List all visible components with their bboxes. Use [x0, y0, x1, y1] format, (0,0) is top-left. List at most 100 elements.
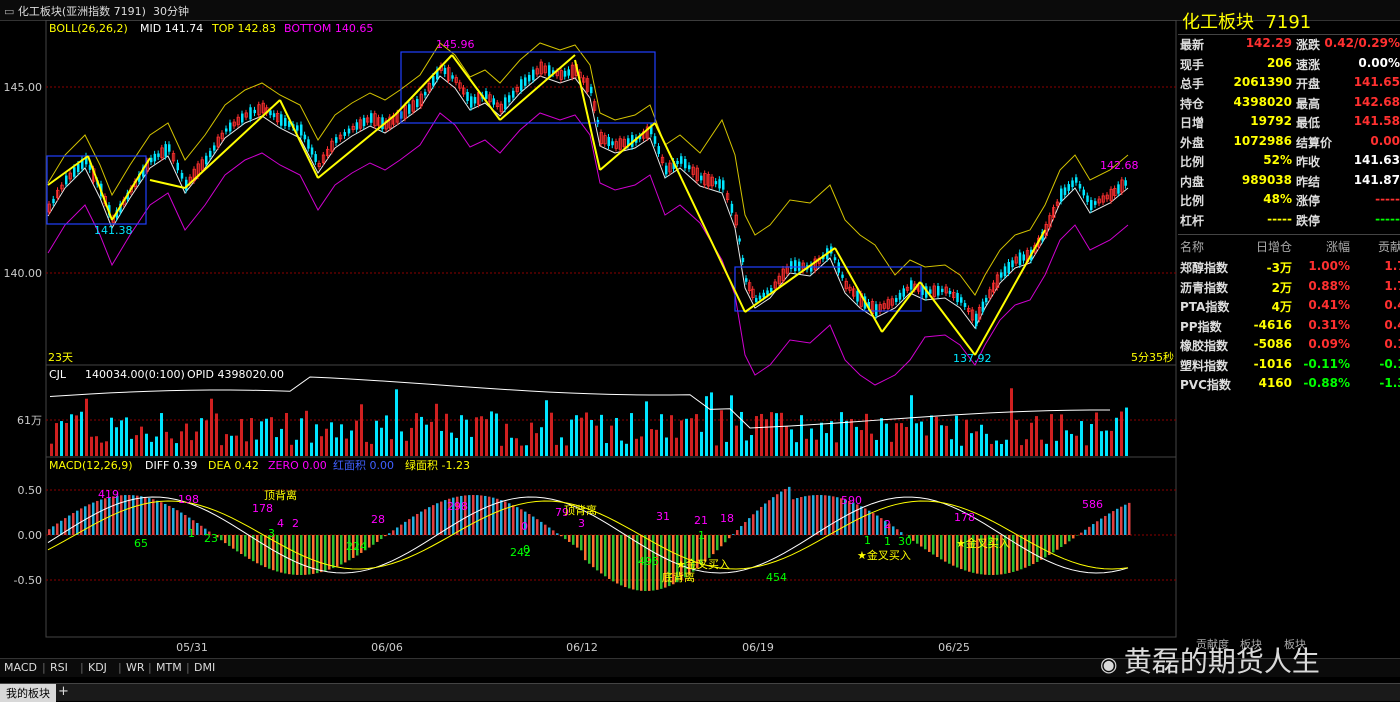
sector-contrib: 1.79: [1384, 259, 1400, 273]
macd-bar: [832, 496, 835, 535]
macd-value-label: 1: [864, 534, 871, 547]
volume-bar: [735, 426, 738, 456]
sector-row[interactable]: 郑醇指数-3万1.00%1.79: [1178, 259, 1400, 278]
volume-bar: [1070, 434, 1073, 456]
candle-body: [177, 163, 180, 171]
macd-indicator-label: MACD(12,26,9): [49, 459, 133, 472]
macd-bar: [260, 535, 263, 565]
macd-bar: [724, 535, 727, 542]
sheet-tab-my-sector[interactable]: 我的板块: [0, 684, 56, 702]
candle-body: [798, 262, 801, 271]
candle-body: [1086, 196, 1089, 202]
volume-bar: [245, 441, 248, 456]
volume-bar: [790, 429, 793, 456]
volume-bar: [540, 427, 543, 456]
boll-top: [48, 43, 1128, 295]
volume-bar: [655, 430, 658, 456]
macd-bar: [596, 535, 599, 570]
y-tick-macd: 0.50: [18, 484, 43, 497]
candle-body: [941, 289, 944, 292]
sector-contrib: 0.40: [1384, 318, 1400, 332]
candle-body: [766, 290, 769, 294]
tab-separator: |: [118, 661, 122, 674]
volume-bar: [405, 441, 408, 456]
macd-bar: [1084, 530, 1087, 535]
macd-bar: [808, 496, 811, 535]
col-header[interactable]: 贡献度: [1378, 238, 1400, 255]
sector-row[interactable]: 塑料指数-1016-0.11%-0.12: [1178, 357, 1400, 376]
volume-bar: [590, 420, 593, 456]
candle-body: [213, 145, 216, 150]
candle-body: [311, 147, 314, 154]
add-sheet-icon[interactable]: +: [58, 684, 69, 699]
quote-label: 昨结: [1296, 173, 1320, 190]
sector-chg: 0.88%: [1308, 279, 1350, 293]
macd-value-label: 23: [204, 532, 218, 545]
indicator-tab-dmi[interactable]: DMI: [194, 661, 215, 674]
macd-bar: [732, 534, 735, 535]
macd-bar: [304, 535, 307, 575]
quote-label: 最高: [1296, 95, 1320, 112]
volume-bar: [620, 441, 623, 456]
macd-bar: [132, 495, 135, 535]
macd-bar: [220, 535, 223, 540]
macd-bar: [152, 499, 155, 535]
macd-value-label: 0: [521, 520, 528, 533]
boll-bands: [48, 43, 1128, 385]
candle-body: [504, 97, 507, 109]
volume-bar: [450, 433, 453, 456]
col-header[interactable]: 名称: [1180, 238, 1204, 255]
col-header[interactable]: 日增仓: [1256, 238, 1292, 255]
macd-bar: [200, 526, 203, 535]
opid-value: OPID 4398020.00: [187, 368, 284, 381]
indicator-tab-wr[interactable]: WR: [126, 661, 145, 674]
macd-bar: [128, 495, 131, 535]
volume-bar: [255, 440, 258, 456]
volume-bar: [495, 414, 498, 456]
macd-bar: [296, 535, 299, 575]
sector-inc: -3万: [1267, 259, 1292, 276]
sector-contrib: 0.10: [1384, 337, 1400, 351]
sector-chg: 0.09%: [1308, 337, 1350, 351]
volume-bar: [485, 419, 488, 456]
period-label[interactable]: 30分钟: [153, 5, 189, 18]
candle-body: [52, 199, 55, 203]
candle-body: [408, 104, 411, 114]
high-annotation: 145.96: [436, 38, 475, 51]
candle-body: [524, 77, 527, 85]
quote-value: -----: [1267, 212, 1292, 226]
indicator-tab-mtm[interactable]: MTM: [156, 661, 182, 674]
candle-body: [975, 314, 978, 326]
volume-bar: [525, 445, 528, 456]
macd-bar: [196, 523, 199, 535]
quote-label: 比例: [1180, 192, 1204, 209]
candle-body: [344, 132, 347, 136]
col-header[interactable]: 涨幅: [1326, 238, 1350, 255]
volume-bar: [555, 445, 558, 456]
sector-inc: -5086: [1254, 337, 1292, 351]
macd-bar: [784, 489, 787, 535]
volume-bar: [930, 415, 933, 456]
macd-bar: [716, 535, 719, 550]
candle-body: [742, 258, 745, 262]
macd-bar: [892, 526, 895, 535]
volume-bar: [55, 423, 58, 456]
macd-bar: [372, 535, 375, 545]
macd-bar: [1020, 535, 1023, 569]
macd-bar: [336, 535, 339, 566]
macd-bar: [760, 507, 763, 535]
indicator-tab-macd[interactable]: MACD: [4, 661, 37, 674]
macd-bar: [536, 519, 539, 535]
watermark-text: 黄磊的期货人生: [1124, 645, 1320, 678]
macd-value-label: 495: [638, 555, 659, 568]
indicator-tab-kdj[interactable]: KDJ: [88, 661, 107, 674]
indicator-tab-rsi[interactable]: RSI: [50, 661, 68, 674]
candle-body: [568, 69, 571, 75]
